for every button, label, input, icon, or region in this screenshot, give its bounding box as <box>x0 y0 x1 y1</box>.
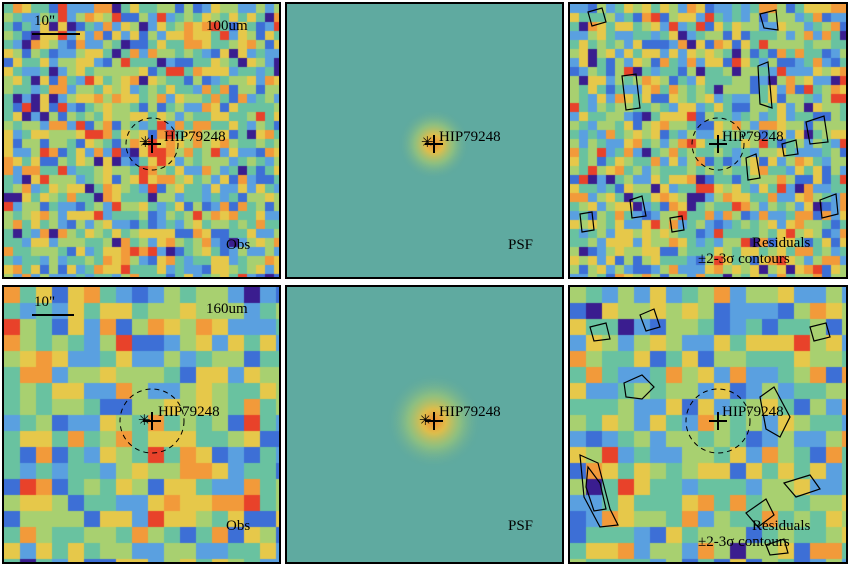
aperture-circle <box>119 388 185 454</box>
aperture-circle <box>685 388 751 454</box>
psf-100um-panel: ✳ HIP79248 PSF <box>285 2 564 279</box>
obs-label: Obs <box>226 518 251 534</box>
contour-line <box>623 374 655 400</box>
scale-bar-label: 10" <box>34 294 56 310</box>
target-label: HIP79248 <box>158 404 220 420</box>
target-label: HIP79248 <box>722 404 784 420</box>
contour-line <box>587 7 607 27</box>
psf-100um-image <box>287 4 562 277</box>
star-marker-icon: ✳ <box>139 135 152 151</box>
obs-160um-image <box>4 287 279 562</box>
target-label: HIP79248 <box>439 404 501 420</box>
residuals-100um-panel: HIP79248 Residuals ±2-3σ contours <box>568 2 848 279</box>
aperture-circle <box>691 117 745 171</box>
contours-label: ±2-3σ contours <box>698 251 790 267</box>
scale-bar-label: 10" <box>34 13 56 29</box>
obs-100um-overlay <box>32 33 179 171</box>
target-label: HIP79248 <box>164 129 226 145</box>
psf-160um-image <box>287 287 562 562</box>
residuals-label: Residuals <box>752 235 811 251</box>
star-marker-icon: ✳ <box>421 135 434 151</box>
aperture-circle <box>125 117 179 171</box>
band-label: 100um <box>206 18 248 34</box>
residuals-label: Residuals <box>752 518 811 534</box>
star-marker-icon: ✳ <box>138 413 151 429</box>
obs-label: Obs <box>226 237 251 253</box>
band-label: 160um <box>206 301 248 317</box>
obs-100um-image <box>4 4 279 277</box>
star-marker-icon: ✳ <box>419 413 432 429</box>
residuals-160um-image <box>570 287 846 562</box>
psf-160um-panel: ✳ HIP79248 PSF <box>285 285 564 564</box>
psf-label: PSF <box>508 518 534 534</box>
target-label: HIP79248 <box>722 129 784 145</box>
residuals-160um-panel: HIP79248 Residuals ±2-3σ contours <box>568 285 848 564</box>
contours-label: ±2-3σ contours <box>698 534 790 550</box>
contours-overlay <box>579 7 839 233</box>
residuals-100um-image <box>570 4 846 277</box>
obs-160um-panel: 10" 160um ✳ HIP79248 Obs <box>2 285 281 564</box>
psf-label: PSF <box>508 237 534 253</box>
obs-100um-panel: 10" 100um ✳ HIP79248 Obs <box>2 2 281 279</box>
target-label: HIP79248 <box>439 129 501 145</box>
